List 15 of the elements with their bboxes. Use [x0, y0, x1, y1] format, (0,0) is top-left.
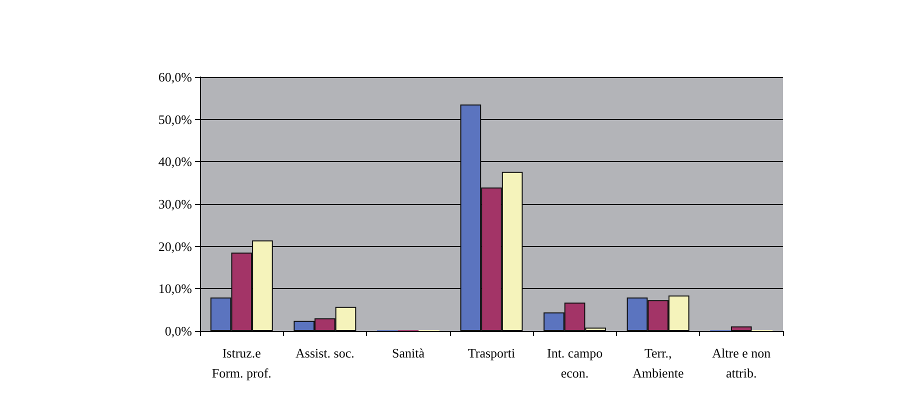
x-tick-label: Int. campo econ.: [546, 346, 603, 380]
x-tick-label: Terr., Ambiente: [632, 346, 684, 380]
y-tick-label: 50,0%: [158, 112, 192, 127]
y-tick-label: 30,0%: [158, 196, 192, 212]
y-tick-label: 0,0%: [164, 324, 192, 338]
y-tick-label: 60,0%: [158, 70, 192, 84]
x-tick-label: Sanità: [392, 346, 425, 360]
y-tick-label: 20,0%: [158, 238, 192, 254]
x-tick-label: Assist. soc.: [295, 346, 354, 360]
y-tick-label: 10,0%: [158, 281, 192, 296]
x-tick-label: Istruz.e Form. prof.: [212, 346, 272, 380]
bar: [730, 326, 752, 331]
x-tick-label: Trasporti: [468, 346, 516, 360]
y-tick-label: 40,0%: [158, 154, 192, 170]
x-tick-label: Altre e non attrib.: [712, 346, 772, 380]
